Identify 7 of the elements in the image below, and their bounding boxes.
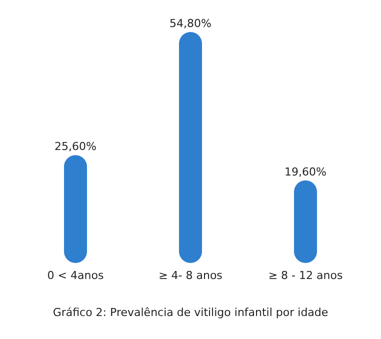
data-label: 54,80%: [170, 17, 212, 30]
x-tick-label: ≥ 8 - 12 anos: [268, 268, 343, 282]
x-tick-label: ≥ 4- 8 anos: [158, 268, 223, 282]
text: Gráfico 2: Prevalência de vitiligo infantil por idade: [52, 306, 330, 319]
data-label: 19,60%: [284, 165, 326, 178]
x-tick-label: 0 < 4anos: [47, 268, 104, 282]
data-label: 25,60%: [54, 140, 96, 154]
